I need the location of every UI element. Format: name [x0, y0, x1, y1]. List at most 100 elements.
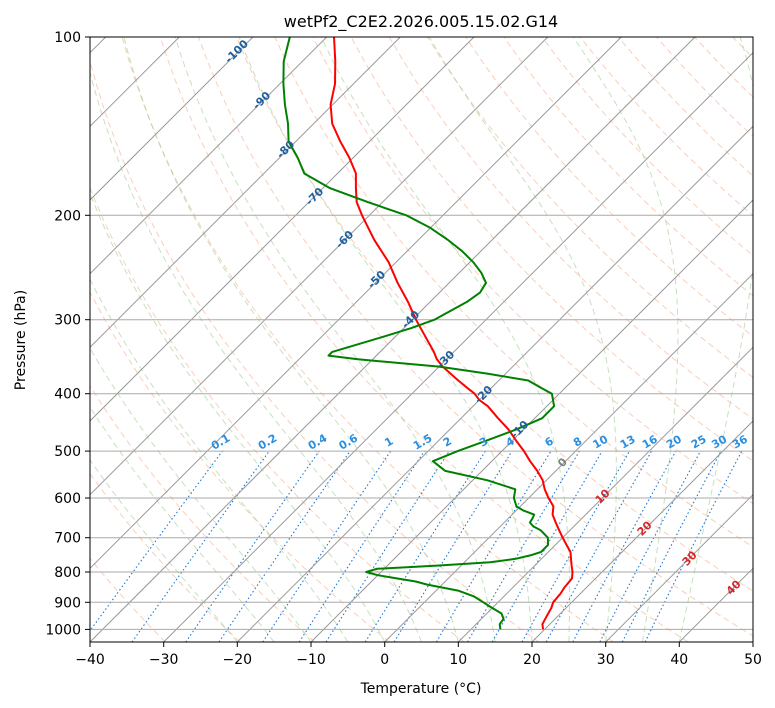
dry-adiabat-line — [236, 37, 753, 592]
moist-adiabat-line — [320, 37, 571, 642]
mixing-ratio-label: 36 — [730, 432, 750, 451]
moist-adiabat-line — [678, 37, 753, 642]
mixing-ratio-line — [325, 450, 450, 642]
y-tick-label: 1000 — [45, 622, 81, 638]
mixing-ratio-label: 20 — [664, 432, 684, 451]
mixing-ratio-line — [364, 450, 486, 642]
mixing-ratio-label: 30 — [709, 432, 729, 451]
dry-adiabat-line — [90, 384, 316, 642]
mixing-ratio-line — [218, 450, 351, 642]
x-tick-label: −30 — [149, 652, 179, 668]
moist-adiabat-line — [572, 37, 679, 642]
moist-adiabat-line — [90, 347, 312, 642]
mixing-ratio-label: 0.2 — [256, 432, 279, 453]
isotherm-line — [90, 37, 401, 349]
chart-title: wetPf2_C2E2.2026.005.15.02.G14 — [284, 12, 558, 32]
isotherm-line — [90, 37, 549, 496]
dry-adiabat-line — [90, 186, 465, 642]
plot-frame — [89, 36, 754, 643]
mixing-ratio-line — [545, 450, 653, 642]
isotherm-line — [90, 37, 622, 570]
y-tick-label: 400 — [54, 387, 81, 403]
mixing-ratio-label: 3 — [477, 435, 490, 450]
dry-adiabat-line — [694, 37, 753, 98]
mixing-ratio-line — [521, 450, 630, 642]
dry-adiabat-line — [388, 37, 753, 420]
isotherm-line — [457, 346, 753, 642]
mixing-ratio-label: 10 — [590, 432, 610, 451]
y-tick-label: 500 — [54, 444, 81, 460]
dry-adiabat-line — [159, 37, 689, 642]
isotherm-label: -80 — [274, 138, 297, 161]
dry-adiabat-line — [90, 472, 241, 642]
moist-adiabat-line — [90, 192, 386, 642]
series-lines — [282, 37, 574, 630]
isotherm-label: 10 — [593, 486, 613, 506]
x-tick-label: 50 — [744, 652, 762, 668]
mixing-ratio-line — [621, 450, 722, 642]
mixing-ratio-label: 1 — [382, 435, 395, 450]
dry-adiabat-line — [541, 37, 753, 257]
dry-adiabat-line — [465, 37, 753, 338]
isotherm-line — [163, 51, 753, 642]
x-tick-label: −20 — [223, 652, 253, 668]
dry-adiabat-line — [121, 37, 614, 642]
mixing-ratio-line — [185, 450, 320, 642]
isotherm-label: -20 — [472, 383, 495, 406]
dry-adiabat-line — [90, 59, 540, 642]
y-tick-label: 800 — [54, 565, 81, 581]
mixing-ratio-line — [90, 450, 223, 632]
y-tick-label: 200 — [54, 208, 81, 224]
isotherm-label: 0 — [555, 455, 570, 470]
mixing-ratio-label: 13 — [618, 433, 638, 452]
x-tick-label: 40 — [670, 652, 688, 668]
dry-adiabat-line — [350, 37, 753, 462]
dry-adiabat-line — [90, 291, 390, 642]
line-labels: 0.1 0.2 0.4 0.6 1 1.5 2 3 4 6 8 10 13 16 20 25 30 36-100-… — [209, 37, 750, 598]
moist-adiabat-line — [428, 37, 617, 642]
mixing-ratio-label: 0.1 — [209, 432, 232, 453]
dry-adiabat-line — [656, 37, 753, 138]
x-tick-label: −10 — [296, 652, 326, 668]
dewpoint-profile-line — [282, 37, 556, 630]
moist-adiabat-line — [90, 70, 422, 642]
mixing-ratio-label: 8 — [571, 435, 584, 450]
isotherm-line — [384, 272, 753, 642]
mixing-ratio-line — [572, 450, 677, 642]
mixing-ratio-label: 1.5 — [411, 432, 434, 453]
x-tick-label: 10 — [449, 652, 467, 668]
mixing-ratio-line — [262, 450, 392, 642]
dry-adiabat-line — [426, 37, 753, 378]
y-tick-label: 300 — [54, 313, 81, 329]
isotherm-line — [90, 37, 696, 642]
y-axis-title: Pressure (hPa) — [13, 290, 29, 390]
x-tick-label: −40 — [75, 652, 105, 668]
moist-adiabat-line — [90, 406, 275, 642]
dry-adiabat-line — [771, 37, 775, 642]
dry-adiabat-line — [503, 37, 753, 297]
mixing-ratio-label: 25 — [689, 433, 709, 452]
y-tick-label: 100 — [54, 30, 81, 46]
y-tick-label: 900 — [54, 595, 81, 611]
x-axis-title: Temperature (°C) — [360, 681, 482, 697]
moist-adiabat-line — [174, 37, 496, 642]
isotherm-line — [752, 641, 753, 642]
isotherm-line — [90, 37, 328, 275]
isotherm-line — [678, 567, 753, 642]
isotherm-line — [236, 125, 753, 642]
mixing-ratio-line — [131, 450, 270, 642]
mixing-ratio-line — [644, 450, 743, 642]
y-tick-label: 600 — [54, 491, 81, 507]
x-tick-label: 0 — [380, 652, 389, 668]
axes: −40 −30 −20 −10 0 10 20 30 40 5010020030040050060… — [45, 30, 762, 668]
mixing-ratio-label: 0.4 — [306, 431, 330, 452]
mixing-ratio-line — [599, 450, 701, 642]
moist-adiabat-line — [90, 459, 238, 642]
y-tick-label: 700 — [54, 531, 81, 547]
isotherm-line — [90, 37, 254, 201]
temperature-profile-line — [329, 37, 574, 630]
mixing-ratio-line — [393, 450, 513, 642]
dry-adiabat-line — [274, 37, 753, 548]
dry-adiabat-line — [732, 37, 753, 59]
